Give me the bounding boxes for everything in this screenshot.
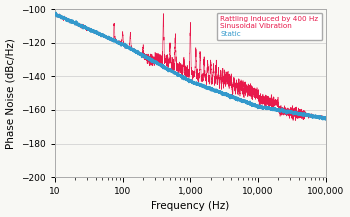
Y-axis label: Phase Noise (dBc/Hz): Phase Noise (dBc/Hz) [6,38,15,149]
X-axis label: Frequency (Hz): Frequency (Hz) [151,201,230,211]
Legend: Rattling Induced by 400 Hz
Sinusoidal Vibration, Static: Rattling Induced by 400 Hz Sinusoidal Vi… [217,13,322,40]
